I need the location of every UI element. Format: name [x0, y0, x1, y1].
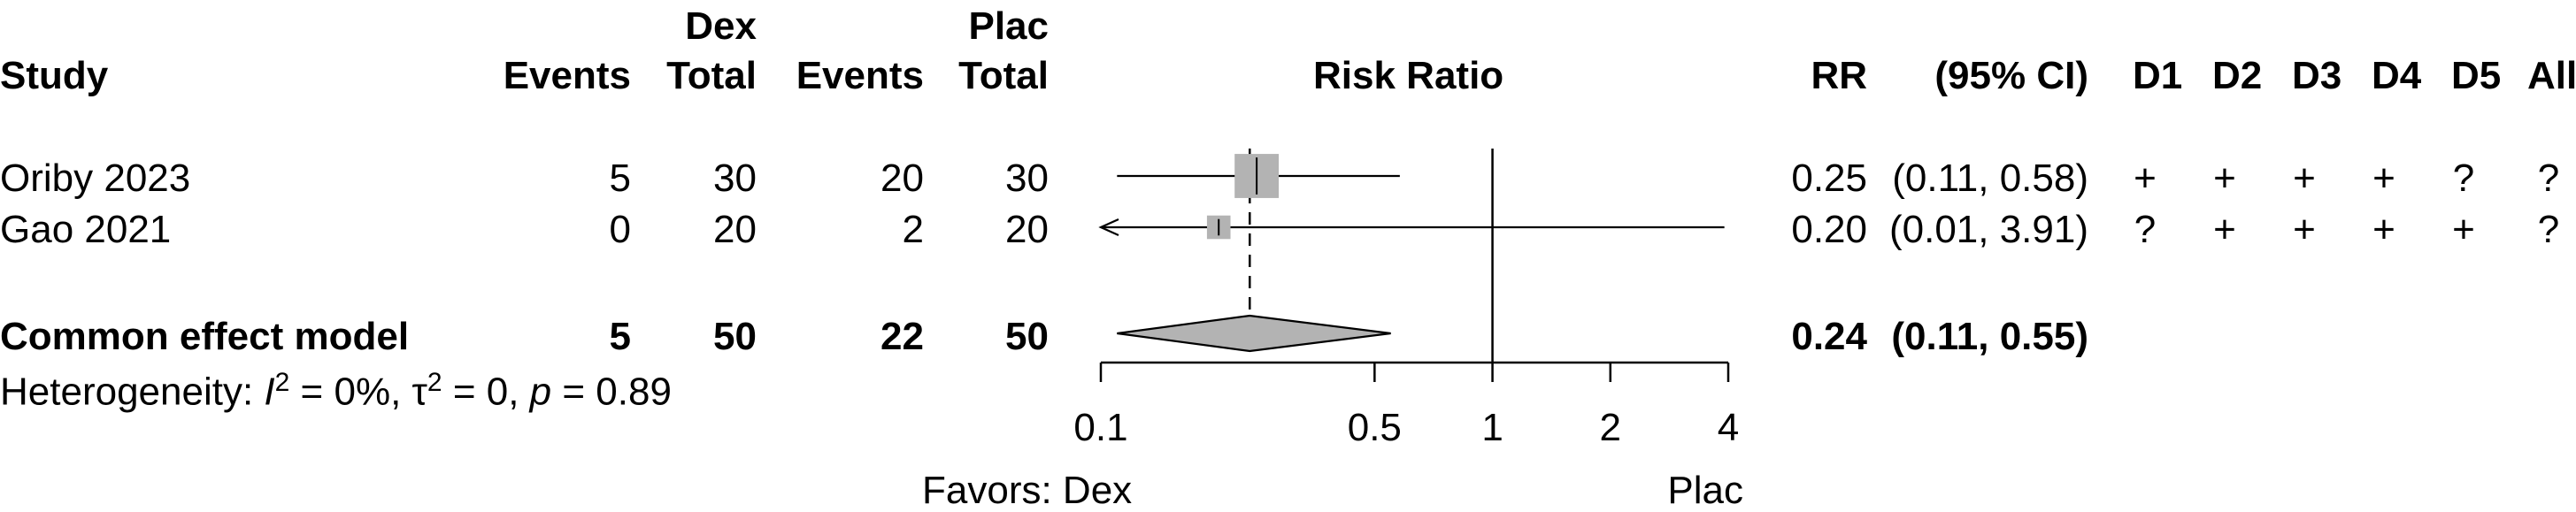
x-tick-label: 2: [1600, 406, 1621, 449]
header-dex-events: Events: [503, 54, 631, 97]
tau-value: = 0,: [442, 370, 530, 414]
header-plac-group: Plac: [968, 4, 1049, 48]
study-dex-events: 5: [609, 157, 631, 200]
study-d1: +: [2134, 157, 2157, 200]
pooled-diamond: [1117, 314, 1391, 353]
header-study: Study: [0, 54, 109, 97]
header-plac-events: Events: [796, 54, 924, 97]
header-risk-ratio: Risk Ratio: [1313, 54, 1504, 97]
header-d5: D5: [2451, 54, 2502, 97]
tau-symbol: τ: [411, 370, 427, 414]
heterogeneity-prefix: Heterogeneity:: [0, 370, 265, 414]
header-ci: (95% CI): [1934, 54, 2088, 97]
header-dex-group: Dex: [685, 4, 757, 48]
study-d1: ?: [2134, 208, 2157, 251]
x-tick-label: 0.1: [1073, 406, 1127, 449]
ci-clip-arrow: [1098, 218, 1119, 237]
study-d3: +: [2293, 208, 2316, 251]
i2-superscript: 2: [274, 368, 290, 397]
study-rr: 0.25: [1791, 157, 1867, 200]
study-all: ?: [2537, 157, 2560, 200]
study-d5: +: [2452, 208, 2475, 251]
i2-symbol: I: [264, 370, 275, 414]
pooled-dex-total: 50: [713, 315, 757, 358]
header-plac-total: Total: [958, 54, 1049, 97]
pooled-plac-events: 22: [880, 315, 924, 358]
study-name: Oriby 2023: [0, 157, 191, 200]
header-all: All: [2527, 54, 2576, 97]
study-dex-total: 20: [713, 208, 757, 251]
study-plac-total: 20: [1005, 208, 1049, 251]
heterogeneity-text: Heterogeneity: I2 = 0%, τ2 = 0, p = 0.89: [0, 370, 672, 412]
pooled-name: Common effect model: [0, 315, 410, 358]
study-d2: +: [2213, 157, 2236, 200]
study-ci: (0.01, 3.91): [1888, 208, 2088, 251]
study-dex-total: 30: [713, 157, 757, 200]
study-dex-events: 0: [609, 208, 631, 251]
header-d2: D2: [2212, 54, 2263, 97]
header-d4: D4: [2372, 54, 2422, 97]
pooled-dex-events: 5: [609, 315, 631, 358]
study-d3: +: [2293, 157, 2316, 200]
study-d4: +: [2372, 157, 2395, 200]
pooled-plac-total: 50: [1005, 315, 1049, 358]
x-tick-label: 0.5: [1348, 406, 1402, 449]
header-rr: RR: [1811, 54, 1867, 97]
study-d5: ?: [2452, 157, 2475, 200]
x-tick-label: 4: [1718, 406, 1739, 449]
pooled-rr: 0.24: [1791, 315, 1867, 358]
study-plac-total: 30: [1005, 157, 1049, 200]
header-d3: D3: [2292, 54, 2342, 97]
tau-superscript: 2: [427, 368, 442, 397]
study-ci: (0.11, 0.58): [1892, 157, 2088, 200]
study-name: Gao 2021: [0, 208, 172, 251]
study-d2: +: [2213, 208, 2236, 251]
study-plac-events: 2: [902, 208, 924, 251]
p-symbol: p: [529, 370, 552, 414]
pooled-ci: (0.11, 0.55): [1891, 315, 2088, 358]
p-value: = 0.89: [551, 370, 672, 414]
header-d1: D1: [2133, 54, 2183, 97]
i2-value: = 0%,: [289, 370, 412, 414]
study-all: ?: [2537, 208, 2560, 251]
study-plac-events: 20: [880, 157, 924, 200]
study-d4: +: [2372, 208, 2395, 251]
header-dex-total: Total: [666, 54, 757, 97]
study-rr: 0.20: [1791, 208, 1867, 251]
x-tick-label: 1: [1481, 406, 1503, 449]
